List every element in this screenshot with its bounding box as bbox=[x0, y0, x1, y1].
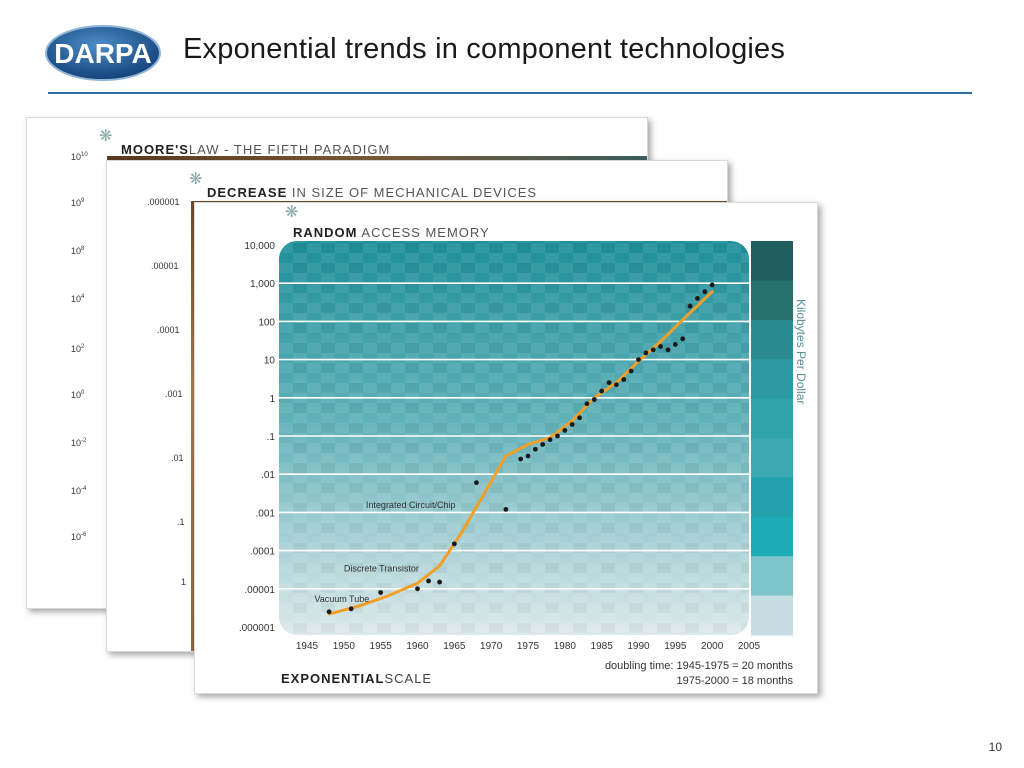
data-point bbox=[437, 579, 442, 585]
data-point bbox=[643, 350, 649, 356]
snowflake-icon: ❋ bbox=[99, 128, 113, 145]
color-scale-segment bbox=[751, 556, 793, 597]
data-point bbox=[532, 446, 538, 452]
data-point bbox=[614, 382, 619, 388]
page-number: 10 bbox=[988, 740, 1002, 754]
x-tick-label: 1980 bbox=[554, 641, 577, 652]
color-scale-segment bbox=[751, 359, 793, 400]
x-tick-label: 1985 bbox=[591, 641, 614, 652]
page-title: Exponential trends in component technolo… bbox=[183, 33, 786, 65]
data-point bbox=[326, 609, 332, 615]
y-axis: 10,000 1,000 100 10 1 .1 .01 .001 .0001 .00001 .00… bbox=[239, 241, 276, 634]
x-tick-label: 1950 bbox=[333, 641, 356, 652]
y-tick-label: 10,000 bbox=[244, 241, 275, 252]
data-point bbox=[650, 347, 656, 353]
data-point bbox=[636, 357, 641, 362]
data-point bbox=[687, 303, 693, 309]
data-point bbox=[599, 388, 605, 394]
doubling-time-2: 1975-2000 = 18 months bbox=[676, 675, 793, 687]
data-point bbox=[591, 397, 597, 402]
color-scale-segment bbox=[751, 319, 793, 360]
annotation-label: Vacuum Tube bbox=[314, 594, 369, 604]
snowflake-icon: ❋ bbox=[189, 171, 203, 188]
data-point bbox=[378, 590, 384, 595]
data-point bbox=[547, 437, 553, 443]
color-scale-segment bbox=[751, 438, 793, 478]
x-tick-label: 1960 bbox=[406, 641, 429, 652]
data-point bbox=[518, 456, 524, 462]
y-tick-label: .00001 bbox=[244, 585, 275, 596]
data-point bbox=[348, 606, 354, 612]
darpa-logo: DARPA bbox=[45, 25, 161, 81]
x-tick-label: 1955 bbox=[370, 641, 393, 652]
data-points bbox=[326, 282, 715, 615]
data-point bbox=[426, 578, 431, 584]
ram-chart-card: ❋ RANDOM ACCESS MEMORY Kilobytes Per Dol… bbox=[194, 202, 818, 694]
data-point bbox=[680, 336, 686, 342]
y-tick-label: .0001 bbox=[250, 547, 275, 558]
x-tick-label: 1945 bbox=[296, 641, 319, 652]
color-scale-segment bbox=[751, 477, 793, 518]
card-title: MOORE'SLAW - THE FIFTH PARADIGM bbox=[121, 142, 391, 157]
color-scale-segment bbox=[751, 241, 793, 281]
color-scale-segment bbox=[751, 516, 793, 557]
color-scale-segment bbox=[751, 398, 793, 439]
data-point bbox=[577, 415, 582, 421]
x-tick-label: 1995 bbox=[664, 641, 687, 652]
y-tick-label: .1 bbox=[267, 432, 276, 443]
color-scale-segment bbox=[751, 280, 793, 321]
x-tick-label: 1965 bbox=[443, 641, 466, 652]
data-point bbox=[695, 296, 700, 301]
y-tick-label: 1 bbox=[269, 394, 275, 405]
data-point bbox=[658, 344, 663, 349]
y-tick-label: 10 bbox=[264, 356, 276, 367]
data-point bbox=[702, 289, 708, 295]
scale-label: EXPONENTIALSCALE bbox=[281, 671, 432, 686]
data-point bbox=[451, 541, 457, 547]
x-tick-label: 1970 bbox=[480, 641, 503, 652]
gridlines bbox=[279, 282, 749, 590]
annotations: Vacuum Tube Discrete Transistor Integrated… bbox=[314, 500, 455, 604]
x-tick-label: 2000 bbox=[701, 641, 724, 652]
color-scale bbox=[751, 241, 793, 636]
data-point bbox=[415, 586, 420, 592]
y-tick-label: .001 bbox=[256, 508, 276, 519]
x-tick-label: 2005 bbox=[738, 641, 761, 652]
data-point bbox=[540, 442, 546, 447]
data-point bbox=[628, 368, 634, 374]
data-point bbox=[555, 433, 560, 439]
data-point bbox=[709, 282, 715, 288]
annotation-label: Discrete Transistor bbox=[344, 564, 419, 574]
card-title: DECREASE IN SIZE OF MECHANICAL DEVICES bbox=[207, 185, 538, 200]
title-divider bbox=[48, 92, 972, 94]
x-tick-label: 1990 bbox=[627, 641, 650, 652]
data-point bbox=[562, 428, 568, 433]
y-axis-label: Kilobytes Per Dollar bbox=[794, 299, 808, 404]
color-scale-segment bbox=[751, 595, 793, 636]
data-point bbox=[503, 506, 509, 512]
data-point bbox=[672, 341, 678, 347]
data-point bbox=[606, 380, 612, 385]
x-axis: 1945 1950 1955 1960 1965 1970 1975 1980 1985 1990… bbox=[296, 641, 761, 652]
data-point bbox=[665, 347, 671, 353]
data-point bbox=[474, 480, 479, 486]
snowflake-icon: ❋ bbox=[285, 204, 298, 221]
x-tick-label: 1975 bbox=[517, 641, 540, 652]
ram-chart: ❋ RANDOM ACCESS MEMORY Kilobytes Per Dol… bbox=[239, 204, 808, 687]
y-tick-label: .000001 bbox=[239, 623, 276, 634]
doubling-time-1: doubling time: 1945-1975 = 20 months bbox=[605, 660, 794, 672]
data-point bbox=[525, 453, 531, 459]
y-tick-label: 1,000 bbox=[250, 279, 275, 290]
data-point bbox=[621, 377, 627, 382]
chart-title: RANDOM ACCESS MEMORY bbox=[293, 225, 490, 240]
y-tick-label: 100 bbox=[258, 317, 275, 328]
annotation-label: Integrated Circuit/Chip bbox=[366, 500, 456, 510]
y-tick-label: .01 bbox=[261, 470, 275, 481]
data-point bbox=[569, 422, 575, 427]
data-point bbox=[584, 401, 590, 407]
logo-text: DARPA bbox=[54, 38, 151, 69]
